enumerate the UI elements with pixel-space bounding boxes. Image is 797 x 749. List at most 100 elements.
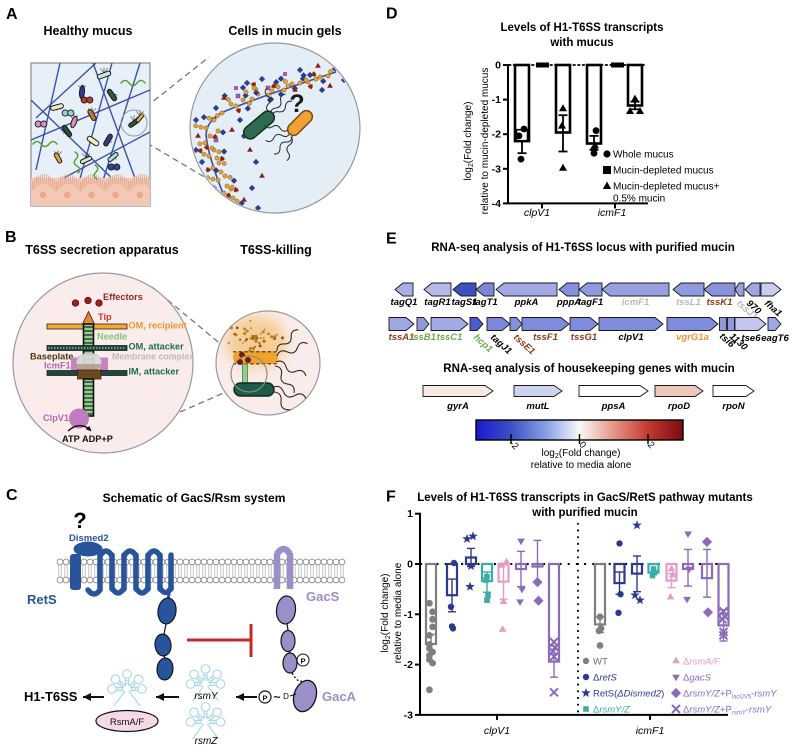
svg-text:Dismed2: Dismed2: [69, 533, 109, 544]
svg-text:Whole mucus: Whole mucus: [613, 150, 674, 161]
svg-text:H1-T6SS: H1-T6SS: [24, 689, 78, 704]
svg-text:T6SS secretion apparatus: T6SS secretion apparatus: [25, 243, 179, 257]
svg-text:ClpV1: ClpV1: [43, 413, 69, 423]
svg-text:ppkA: ppkA: [514, 297, 539, 308]
svg-text:Levels of H1-T6SS transcripts: Levels of H1-T6SS transcripts in GacS/Re…: [417, 492, 753, 504]
svg-text:0.5% mucin: 0.5% mucin: [613, 194, 665, 205]
svg-text:tssF1: tssF1: [533, 332, 558, 343]
svg-text:OM, recipient: OM, recipient: [129, 321, 187, 331]
svg-text:-3: -3: [492, 163, 501, 175]
svg-text:tagF1: tagF1: [578, 297, 603, 308]
svg-text:2: 2: [645, 439, 657, 451]
svg-text:tssK1: tssK1: [707, 297, 733, 308]
svg-text:ΔretS: ΔretS: [593, 673, 617, 684]
svg-text:vgrG1a: vgrG1a: [676, 332, 709, 343]
svg-text:tagT1: tagT1: [472, 297, 497, 308]
svg-text:RetS(ΔDismed2): RetS(ΔDismed2): [593, 689, 664, 700]
svg-text:with mucus: with mucus: [549, 37, 613, 49]
svg-text:mutL: mutL: [526, 401, 549, 412]
svg-text:~: ~: [273, 690, 280, 704]
svg-text:0: 0: [407, 559, 413, 571]
svg-text:Mucin-depleted mucus+: Mucin-depleted mucus+: [613, 182, 720, 193]
svg-text:GacS: GacS: [306, 589, 340, 604]
svg-text:log2(Fold change): log2(Fold change): [380, 574, 392, 653]
svg-text:tssA1: tssA1: [389, 332, 415, 343]
svg-text:T6SS-killing: T6SS-killing: [240, 243, 312, 257]
svg-text:rpoD: rpoD: [668, 401, 690, 412]
svg-text:P: P: [262, 694, 267, 703]
svg-text:Cells in mucin gels: Cells in mucin gels: [228, 24, 341, 38]
svg-text:-3: -3: [404, 709, 413, 721]
svg-text:icmF1: icmF1: [636, 725, 665, 737]
svg-text:ΔrsmY/Z+PrsmY-rsmY: ΔrsmY/Z+PrsmY-rsmY: [683, 705, 772, 717]
svg-text:tssB1: tssB1: [410, 332, 436, 343]
svg-text:GacA: GacA: [322, 689, 357, 704]
svg-text:-4: -4: [492, 198, 501, 210]
svg-text:-2: -2: [404, 659, 413, 671]
svg-text:Membrane complex: Membrane complex: [112, 352, 194, 362]
svg-text:E: E: [386, 231, 397, 248]
svg-text:IM, attacker: IM, attacker: [129, 367, 180, 377]
svg-text:RsmA/F: RsmA/F: [110, 717, 145, 728]
svg-text:0: 0: [495, 60, 501, 72]
svg-text:Schematic of GacS/Rsm system: Schematic of GacS/Rsm system: [103, 491, 286, 505]
svg-text:IcmF1: IcmF1: [44, 361, 71, 371]
svg-text:clpV1: clpV1: [618, 332, 643, 343]
svg-text:ΔrsmY/Z+PlacUV5-rsmY: ΔrsmY/Z+PlacUV5-rsmY: [683, 689, 777, 701]
svg-text:tssL1: tssL1: [676, 297, 701, 308]
svg-text:tssG1: tssG1: [571, 332, 597, 343]
svg-text:ΔgacS: ΔgacS: [683, 673, 712, 684]
svg-text:clpV1: clpV1: [524, 207, 550, 219]
svg-text:ADP+P: ADP+P: [82, 434, 113, 444]
svg-text:Tip: Tip: [98, 312, 112, 322]
svg-text:Levels of H1-T6SS transcripts: Levels of H1-T6SS transcripts: [501, 22, 664, 34]
svg-text:B: B: [5, 229, 17, 246]
svg-text:0: 0: [577, 439, 589, 451]
svg-text:C: C: [6, 487, 18, 504]
svg-text:Needle: Needle: [97, 332, 127, 342]
svg-text:D: D: [283, 692, 289, 701]
svg-text:?: ?: [289, 90, 304, 118]
svg-text:Mucin-depleted mucus: Mucin-depleted mucus: [613, 166, 714, 177]
svg-text:relative to media alone: relative to media alone: [531, 460, 632, 471]
svg-text:icmF1: icmF1: [598, 207, 627, 219]
svg-text:RNA-seq analysis of H1-T6SS lo: RNA-seq analysis of H1-T6SS locus with p…: [431, 242, 735, 254]
svg-text:with purified mucin: with purified mucin: [531, 507, 637, 519]
svg-text:pppA: pppA: [556, 297, 581, 308]
svg-text:relative to mucin-depleted muc: relative to mucin-depleted mucus: [480, 68, 491, 215]
svg-text:-1: -1: [404, 609, 413, 621]
svg-text:Effectors: Effectors: [103, 292, 143, 302]
svg-text:rsmZ: rsmZ: [195, 736, 219, 747]
svg-text:log2(Fold change): log2(Fold change): [463, 102, 475, 181]
svg-text:A: A: [6, 6, 18, 23]
svg-text:clpV1: clpV1: [484, 725, 510, 737]
svg-text:OM, attacker: OM, attacker: [129, 342, 185, 352]
svg-text:1: 1: [407, 508, 413, 520]
svg-text:rsmY: rsmY: [194, 691, 219, 702]
svg-text:rpoN: rpoN: [722, 401, 745, 412]
svg-text:tagQ1: tagQ1: [391, 297, 418, 308]
svg-text:RetS: RetS: [27, 592, 57, 607]
svg-text:ppsA: ppsA: [601, 401, 626, 412]
svg-text:ATP: ATP: [62, 434, 80, 444]
svg-text:gyrA: gyrA: [446, 401, 469, 412]
svg-text:F: F: [386, 489, 396, 506]
svg-text:tse6: tse6: [741, 333, 761, 344]
svg-text:tssC1: tssC1: [437, 332, 463, 343]
svg-text:Healthy mucus: Healthy mucus: [44, 24, 133, 38]
svg-text:relative to media alone: relative to media alone: [393, 562, 404, 663]
svg-text:icmF1: icmF1: [622, 297, 649, 308]
svg-text:D: D: [386, 6, 398, 23]
svg-text:ΔrsmA/F: ΔrsmA/F: [683, 657, 721, 668]
svg-text:log2(Fold change): log2(Fold change): [542, 448, 621, 460]
svg-text:Baseplate: Baseplate: [30, 352, 73, 362]
svg-text:-2: -2: [492, 129, 501, 141]
svg-text:tagR1: tagR1: [424, 297, 450, 308]
svg-text:RNA-seq analysis of housekeepi: RNA-seq analysis of housekeeping genes w…: [443, 363, 734, 375]
svg-text:eagT6: eagT6: [761, 333, 789, 344]
svg-text:ΔrsmY/Z: ΔrsmY/Z: [593, 705, 631, 716]
svg-text:-1: -1: [492, 94, 501, 106]
svg-text:?: ?: [73, 508, 86, 533]
svg-text:P: P: [300, 657, 305, 666]
svg-text:tagS1: tagS1: [452, 297, 478, 308]
